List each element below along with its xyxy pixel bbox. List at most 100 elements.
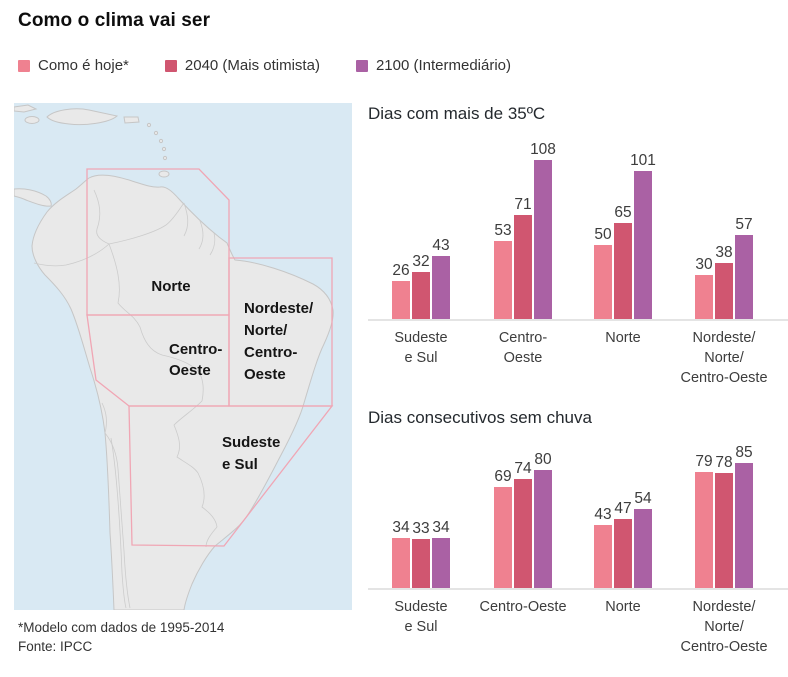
bar-chart1-group2-series1: [614, 519, 632, 588]
category-label-line: Nordeste/: [692, 599, 756, 615]
footnote: *Modelo com dados de 1995-2014 Fonte: IP…: [18, 619, 224, 657]
antilles-islet: [162, 155, 168, 161]
bar-chart1-group1-series2: [534, 470, 552, 588]
chart-dry-days-category-axis: Sudeste e Sul Centro-Oeste Norte Nordeste/No…: [368, 597, 788, 667]
chart-hot-days: Dias com mais de 35ºC 26 53 50 30 32 71 65 38 43…: [368, 103, 788, 398]
bar-value-label: 80: [534, 451, 552, 468]
legend-swatch-icon: [18, 59, 30, 72]
legend-label: Como é hoje*: [38, 57, 129, 74]
category-label-line: Norte: [605, 599, 641, 615]
hispaniola-island: [46, 108, 119, 126]
bar-chart1-group2-series0: [594, 525, 612, 588]
bar-chart0-group1-series2: [534, 160, 552, 319]
chart-hot-days-category-axis: Sudeste e Sul Centro- Oeste Norte Nordeste/No…: [368, 328, 788, 398]
country-borders: [33, 189, 218, 609]
category-label-line: Nordeste/: [692, 330, 756, 346]
bar-value-label: 57: [735, 216, 753, 233]
category-label-1: Centro- Oeste: [499, 328, 547, 368]
bar-chart1-group3-series1: [715, 473, 733, 588]
bar-value-label: 108: [530, 141, 556, 158]
bar-value-label: 78: [715, 454, 733, 471]
antilles-islet: [153, 130, 159, 136]
jamaica-island: [24, 116, 40, 124]
legend-item-2: 2100 (Intermediário): [355, 57, 512, 74]
bar-chart0-group1-series0: [494, 241, 512, 319]
south-america-map: Norte Centro-Oeste Nordeste/Norte/Centro…: [13, 103, 352, 611]
category-label-0: Sudeste e Sul: [394, 328, 447, 368]
bar-value-label: 74: [514, 460, 532, 477]
puerto-rico-island: [123, 116, 140, 124]
bar-chart0-group0-series1: [412, 272, 430, 319]
category-label-line: Norte/: [704, 619, 744, 635]
bar-chart0-group1-series1: [514, 215, 532, 319]
bar-chart1-group0-series2: [432, 538, 450, 588]
central-america: [13, 188, 52, 207]
bar-value-label: 38: [715, 244, 733, 261]
bar-chart1-group0-series1: [412, 539, 430, 588]
antilles-islet: [158, 138, 164, 144]
page-title: Como o clima vai ser: [18, 10, 211, 31]
bar-chart1-group1-series1: [514, 479, 532, 588]
bar-chart0-group2-series1: [614, 223, 632, 319]
category-label-1: Centro-Oeste: [479, 597, 566, 617]
category-label-line: Centro-Oeste: [680, 370, 768, 386]
bar-chart0-group3-series1: [715, 263, 733, 319]
map-label-norte: Norte: [151, 278, 190, 295]
category-label-line: Norte: [605, 330, 641, 346]
bar-chart0-group3-series0: [695, 275, 713, 319]
bar-value-label: 53: [494, 222, 512, 239]
chart-hot-days-title: Dias com mais de 35ºC: [368, 104, 546, 123]
antilles-islet: [161, 146, 167, 152]
category-label-line: Sudeste: [394, 330, 448, 346]
bar-chart1-group0-series0: [392, 538, 410, 588]
bar-value-label: 65: [614, 204, 632, 221]
antilles-islet: [146, 122, 152, 128]
legend: Como é hoje* 2040 (Mais otimista) 2100 (In…: [18, 57, 511, 74]
legend-item-0: Como é hoje*: [18, 57, 129, 74]
bar-value-label: 71: [514, 196, 532, 213]
bar-value-label: 47: [614, 500, 632, 517]
south-america-landmass: [31, 174, 334, 611]
bar-chart0-group3-series2: [735, 235, 753, 319]
map-labels: Norte Centro-Oeste Nordeste/Norte/Centro…: [151, 278, 314, 473]
climate-region-outlines: [86, 168, 334, 547]
bar-chart1-group1-series0: [494, 487, 512, 588]
bar-chart1-group3-series2: [735, 463, 753, 588]
chart-dry-days-title: Dias consecutivos sem chuva: [368, 408, 592, 427]
category-label-line: Sudeste: [394, 599, 448, 615]
category-label-0: Sudeste e Sul: [394, 597, 447, 637]
category-label-line: Oeste: [503, 350, 543, 366]
bar-value-label: 33: [412, 520, 430, 537]
bar-value-label: 79: [695, 453, 713, 470]
map-label-centro-oeste: Centro-Oeste: [169, 341, 222, 379]
bar-value-label: 69: [494, 468, 512, 485]
bar-value-label: 34: [432, 519, 450, 536]
footnote-model: *Modelo com dados de 1995-2014: [18, 620, 225, 635]
category-label-line: e Sul: [404, 619, 438, 635]
bar-chart0-group2-series0: [594, 245, 612, 319]
bar-value-label: 34: [392, 519, 410, 536]
legend-swatch-icon: [355, 59, 368, 72]
footnote-source: Fonte: IPCC: [18, 638, 93, 654]
bar-value-label: 32: [412, 253, 430, 270]
bar-value-label: 43: [432, 237, 450, 254]
category-label-3: Nordeste/Norte/Centro-Oeste: [680, 328, 767, 388]
chart-hot-days-plot: 26 53 50 30 32 71 65 38 43 108 101 57: [368, 125, 788, 321]
legend-label: 2100 (Intermediário): [375, 57, 512, 74]
bar-chart1-group2-series2: [634, 509, 652, 588]
category-label-2: Norte: [605, 328, 640, 348]
category-label-2: Norte: [605, 597, 640, 617]
bar-value-label: 30: [695, 256, 713, 273]
category-label-line: Centro-: [498, 330, 548, 346]
category-label-line: Centro-Oeste: [479, 599, 567, 615]
chart-dry-days-plot: 34 69 43 79 33 74 47 78 34 80 54 85: [368, 429, 788, 590]
bar-value-label: 26: [392, 262, 410, 279]
legend-label: 2040 (Mais otimista): [184, 57, 320, 74]
bar-value-label: 85: [735, 444, 753, 461]
trinidad-island: [158, 170, 170, 178]
bar-value-label: 101: [630, 152, 656, 169]
map-panel: Norte Centro-Oeste Nordeste/Norte/Centro…: [13, 103, 352, 611]
bar-chart0-group2-series2: [634, 171, 652, 319]
bar-value-label: 43: [594, 506, 612, 523]
